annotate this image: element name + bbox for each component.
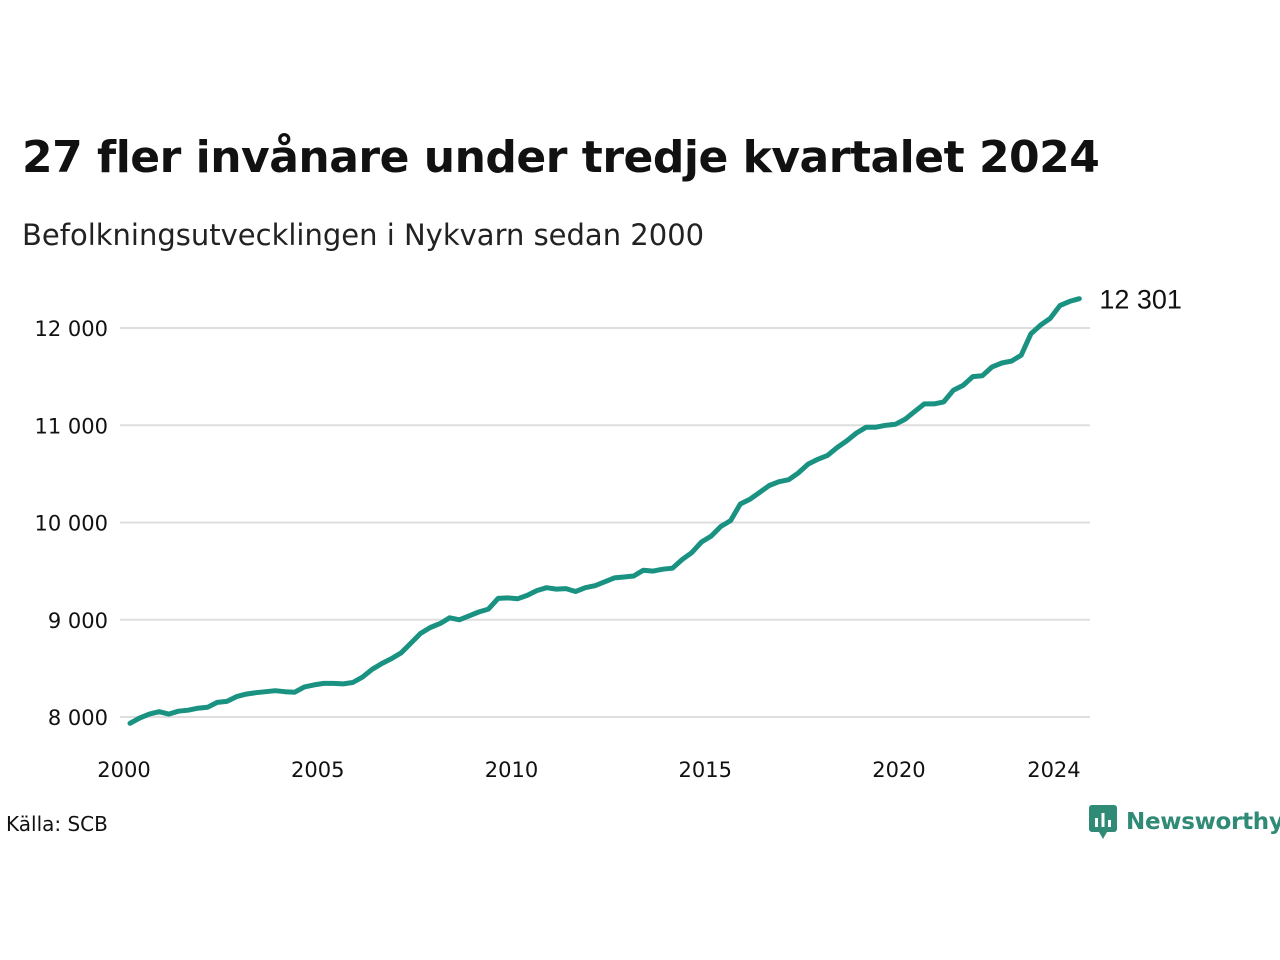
source-note: Källa: SCB xyxy=(6,812,108,836)
gridlines xyxy=(120,327,1090,718)
x-tick-label: 2010 xyxy=(485,758,538,782)
population-line xyxy=(127,296,1082,726)
brand-name: Newsworthy xyxy=(1126,809,1280,835)
chart-title: 27 fler invånare under tredje kvartalet … xyxy=(22,132,1100,183)
x-tick-label: 2024 xyxy=(1027,758,1080,782)
y-tick-label: 12 000 xyxy=(35,317,108,341)
y-tick-label: 8 000 xyxy=(48,706,108,730)
x-tick-label: 2020 xyxy=(872,758,925,782)
annotation-group: 12 301 xyxy=(1099,285,1182,315)
end-value-label: 12 301 xyxy=(1099,285,1182,315)
y-axis-labels: 8 000 9 000 10 000 11 000 12 000 xyxy=(35,317,108,730)
y-tick-label: 10 000 xyxy=(35,512,108,536)
y-tick-label: 9 000 xyxy=(48,609,108,633)
x-axis-labels: 2000 2005 2010 2015 2020 2024 xyxy=(97,758,1080,782)
x-tick-label: 2000 xyxy=(97,758,150,782)
chart-subtitle: Befolkningsutvecklingen i Nykvarn sedan … xyxy=(22,218,705,252)
brand-logo: Newsworthy xyxy=(1088,804,1280,840)
y-tick-label: 11 000 xyxy=(35,414,108,438)
series-group xyxy=(127,296,1082,726)
newsworthy-logo-icon xyxy=(1089,805,1117,839)
x-tick-label: 2015 xyxy=(678,758,731,782)
x-tick-label: 2005 xyxy=(291,758,344,782)
